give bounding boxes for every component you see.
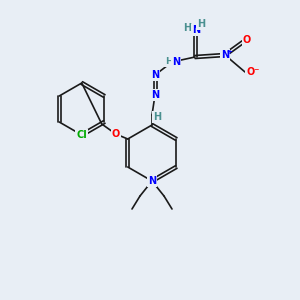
Text: O: O bbox=[112, 129, 120, 139]
Text: O: O bbox=[243, 35, 251, 45]
Text: N: N bbox=[151, 70, 159, 80]
Text: N: N bbox=[151, 90, 159, 100]
Text: Cl: Cl bbox=[76, 130, 87, 140]
Text: H: H bbox=[197, 19, 205, 29]
Text: H: H bbox=[165, 58, 173, 67]
Text: O⁻: O⁻ bbox=[246, 67, 260, 77]
Text: N: N bbox=[148, 176, 156, 186]
Text: N: N bbox=[172, 57, 180, 67]
Text: H: H bbox=[153, 112, 161, 122]
Text: +: + bbox=[226, 49, 232, 55]
Text: N: N bbox=[192, 25, 200, 35]
Text: H: H bbox=[183, 23, 191, 33]
Text: N: N bbox=[221, 50, 229, 60]
